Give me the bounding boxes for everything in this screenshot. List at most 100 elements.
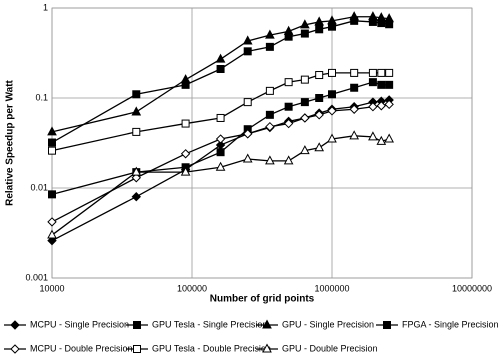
data-point — [376, 101, 387, 111]
data-point — [265, 155, 275, 165]
legend-marker — [133, 321, 141, 329]
data-point — [131, 166, 142, 176]
data-point — [215, 134, 226, 144]
series-line — [51, 135, 390, 236]
legend-label: GPU Tesla - Single Precision — [152, 319, 267, 329]
data-point — [315, 25, 324, 34]
data-point — [48, 190, 56, 199]
data-point — [314, 16, 325, 26]
legend-marker — [262, 319, 272, 329]
data-point — [300, 75, 309, 84]
data-point — [349, 104, 359, 114]
data-point — [216, 148, 225, 157]
data-point — [368, 131, 378, 141]
legend-label: MCPU - Single Precision — [30, 319, 129, 329]
data-point — [131, 106, 142, 116]
data-point — [47, 126, 57, 136]
data-point — [242, 35, 253, 45]
data-point — [243, 47, 252, 56]
data-point — [349, 11, 360, 21]
data-point — [215, 53, 226, 63]
data-point — [47, 217, 57, 227]
data-point — [284, 78, 293, 87]
data-point — [265, 86, 274, 95]
legend-label: GPU Tesla - Double Precision — [152, 343, 271, 353]
y-tick-label: 0.1 — [35, 92, 48, 102]
data-point — [327, 133, 337, 143]
data-point — [300, 19, 310, 29]
data-point — [48, 146, 56, 155]
legend-label: GPU - Single Precision — [282, 319, 374, 329]
data-point — [327, 15, 337, 25]
plot-area — [51, 7, 473, 279]
y-tick-label: 0.001 — [25, 272, 48, 282]
data-point — [377, 68, 386, 77]
data-point — [132, 90, 141, 99]
data-point — [265, 29, 275, 39]
data-point — [265, 121, 275, 132]
x-axis-title: Number of grid points — [210, 294, 315, 305]
data-point — [265, 42, 274, 51]
data-point — [349, 130, 360, 140]
data-point — [314, 110, 324, 120]
data-point — [300, 98, 309, 107]
data-point — [350, 83, 359, 92]
data-point — [283, 25, 294, 35]
data-point — [265, 110, 274, 119]
data-point — [283, 118, 294, 129]
legend-marker — [10, 320, 20, 330]
data-point — [47, 235, 57, 246]
data-point — [327, 106, 337, 116]
data-point — [368, 78, 377, 87]
data-point — [385, 68, 394, 77]
data-point — [131, 192, 141, 202]
data-point — [315, 94, 324, 102]
data-point — [328, 68, 336, 77]
data-point — [215, 161, 226, 171]
data-point — [384, 133, 394, 143]
data-point — [216, 65, 225, 74]
y-axis-title: Relative Speedup per Watt — [5, 79, 16, 205]
legend-label: FPGA - Single Precision — [402, 319, 499, 329]
legend-marker — [383, 321, 391, 329]
data-point — [180, 166, 191, 176]
data-point — [350, 68, 359, 77]
data-point — [132, 127, 141, 136]
data-point — [368, 102, 378, 112]
legend-marker — [10, 344, 20, 354]
data-point — [48, 138, 56, 147]
series-line — [51, 16, 390, 133]
data-point — [368, 11, 378, 21]
x-tick-label: 10000000 — [452, 283, 492, 293]
data-point — [180, 149, 191, 159]
data-point — [300, 113, 310, 123]
data-point — [47, 229, 57, 239]
y-tick-label: 0.01 — [30, 182, 48, 192]
data-point — [377, 80, 386, 89]
x-tick-label: 1000000 — [314, 283, 349, 293]
x-tick-label: 100000 — [177, 283, 207, 293]
data-point — [315, 71, 324, 80]
data-point — [376, 135, 387, 145]
data-point — [243, 98, 252, 107]
data-point — [384, 99, 394, 110]
data-point — [328, 90, 336, 99]
data-point — [376, 12, 387, 22]
legend-label: GPU - Double Precision — [282, 343, 378, 353]
data-point — [300, 145, 310, 155]
x-tick-label: 10000 — [39, 283, 64, 293]
data-point — [243, 129, 253, 139]
legend-marker — [133, 345, 141, 353]
data-point — [368, 68, 377, 77]
legend-marker — [262, 343, 272, 353]
data-point — [242, 153, 253, 163]
data-point — [384, 13, 394, 23]
data-point — [181, 119, 190, 128]
y-tick-label: 1 — [43, 2, 48, 12]
data-point — [314, 142, 325, 152]
data-point — [131, 173, 141, 183]
data-point — [300, 29, 309, 38]
legend-label: MCPU - Double Precision — [30, 343, 133, 353]
data-point — [283, 155, 294, 165]
data-point — [180, 74, 191, 84]
